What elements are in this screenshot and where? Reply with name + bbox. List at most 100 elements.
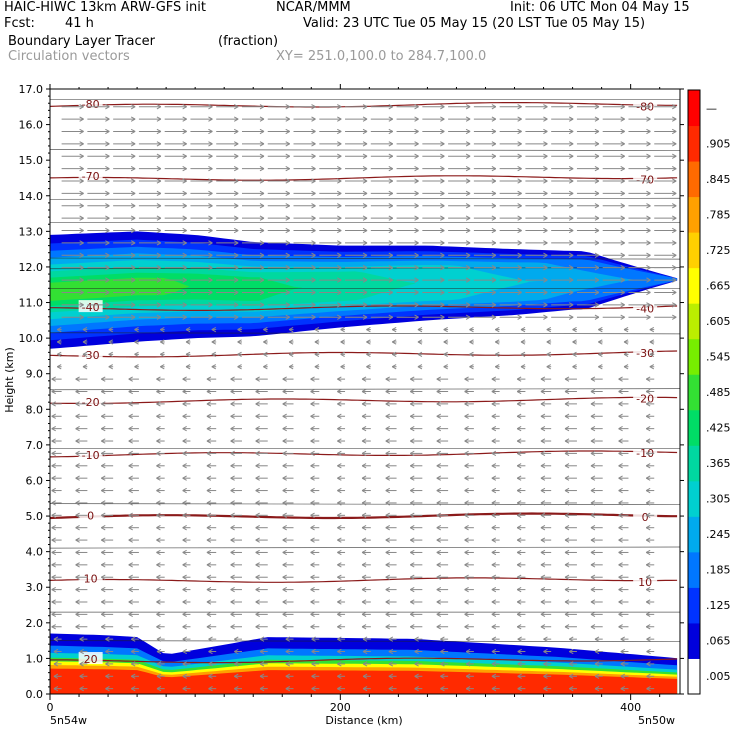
- circulation-vector-head: [182, 450, 187, 457]
- circulation-vector-head: [311, 141, 316, 147]
- circulation-vector-head: [311, 240, 316, 246]
- circulation-vector-head: [311, 190, 316, 197]
- colorbar-swatch: [688, 303, 700, 340]
- circulation-vector-head: [465, 661, 471, 667]
- circulation-vector-head: [51, 512, 56, 518]
- circulation-vector-head: [385, 388, 390, 395]
- circulation-vector-head: [671, 277, 677, 283]
- circulation-vector-head: [546, 326, 552, 333]
- isotherm--70: [49, 175, 678, 181]
- circulation-vector-head: [310, 611, 315, 618]
- circulation-vector-head: [156, 500, 161, 506]
- circulation-vector-head: [208, 104, 213, 110]
- circulation-vector-head: [285, 289, 290, 296]
- circulation-vector-head: [337, 128, 342, 135]
- circulation-vector-head: [618, 624, 623, 630]
- circulation-vector-head: [671, 128, 677, 135]
- circulation-vector-head: [564, 487, 570, 494]
- circulation-vector-head: [388, 252, 394, 258]
- circulation-vector-head: [491, 636, 497, 642]
- circulation-vector-head: [337, 426, 342, 432]
- circulation-vector-head: [206, 401, 212, 407]
- circulation-vector-head: [230, 525, 235, 531]
- colorbar-swatch: [688, 338, 700, 375]
- circulation-vector-head: [310, 525, 315, 531]
- circulation-vector-head: [156, 314, 162, 320]
- circulation-vector-head: [156, 586, 161, 593]
- colorbar-swatch: [688, 658, 700, 695]
- circulation-vector-head: [128, 438, 133, 444]
- circulation-vector-head: [491, 500, 497, 506]
- circulation-vector-head: [564, 525, 570, 531]
- isotherm-label--10: -10: [82, 449, 100, 462]
- colorbar-swatch: [688, 516, 700, 553]
- circulation-vector-head: [156, 165, 162, 172]
- circulation-vector-head: [182, 549, 187, 556]
- circulation-vector-head: [464, 586, 469, 593]
- circulation-vector-head: [361, 413, 367, 419]
- circulation-vector-head: [185, 326, 191, 333]
- circulation-vector-head: [517, 265, 522, 271]
- circulation-vector-head: [311, 673, 316, 679]
- circulation-vector-head: [410, 426, 415, 432]
- circulation-vector-head: [233, 215, 239, 221]
- circulation-vector-head: [645, 512, 651, 518]
- circulation-vector-head: [75, 525, 80, 531]
- circulation-vector-head: [259, 153, 265, 159]
- circulation-vector-head: [51, 562, 56, 568]
- circulation-vector-head: [51, 450, 56, 457]
- circulation-vector-head: [259, 661, 265, 667]
- circulation-vector-head: [362, 153, 368, 159]
- circulation-vector-head: [337, 215, 342, 221]
- circulation-vector-head: [618, 413, 623, 419]
- circulation-vector-head: [436, 549, 442, 556]
- circulation-vector-head: [440, 636, 445, 642]
- circulation-vector-head: [263, 364, 268, 370]
- circulation-vector-head: [233, 141, 239, 147]
- circulation-vector-head: [51, 376, 56, 382]
- circulation-vector-head: [337, 463, 342, 469]
- circulation-vector-head: [465, 215, 471, 221]
- circulation-vector-head: [568, 302, 574, 308]
- isotherm-layer: -80 -80-70 -70-40 -40-30 -30-20 -20-10 -100 010…: [49, 96, 681, 666]
- circulation-vector-head: [469, 339, 474, 345]
- circulation-vector-head: [646, 302, 651, 308]
- circulation-vector-head: [75, 463, 80, 469]
- circulation-vector-head: [156, 624, 161, 630]
- circulation-vector-head: [101, 599, 106, 605]
- y-tick-label: 0.0: [26, 688, 44, 701]
- circulation-vector-head: [337, 487, 342, 494]
- circulation-vector-head: [594, 203, 600, 209]
- circulation-vector-head: [53, 648, 59, 655]
- circulation-vector-head: [105, 227, 110, 234]
- circulation-vector-head: [469, 364, 474, 370]
- circulation-vector-head: [51, 388, 56, 395]
- circulation-vector-head: [465, 104, 471, 110]
- circulation-vector-head: [568, 289, 574, 296]
- circulation-vector-head: [105, 636, 110, 642]
- circulation-vector-head: [464, 376, 469, 382]
- circulation-vector-head: [645, 475, 651, 481]
- circulation-vector-head: [233, 116, 239, 122]
- field-name: Boundary Layer Tracer: [8, 34, 155, 49]
- circulation-vector-head: [645, 624, 651, 630]
- x-start-label: 5n54w: [50, 714, 87, 727]
- circulation-vector-head: [598, 326, 603, 333]
- circulation-vector-head: [436, 562, 442, 568]
- circulation-vector-head: [517, 104, 522, 110]
- circulation-vector-head: [464, 599, 469, 605]
- circulation-vector-head: [311, 215, 316, 221]
- colorbar-swatch: [688, 90, 700, 127]
- circulation-vector-head: [208, 178, 213, 184]
- circulation-vector-head: [410, 413, 415, 419]
- circulation-vector-head: [337, 401, 342, 407]
- circulation-vector-head: [361, 586, 367, 593]
- circulation-vector-head: [464, 487, 469, 494]
- circulation-vector-head: [51, 525, 56, 531]
- circulation-vector-head: [388, 153, 394, 159]
- circulation-vector-head: [464, 413, 469, 419]
- circulation-vector-head: [337, 252, 342, 258]
- circulation-vector-head: [671, 252, 677, 258]
- circulation-vector-head: [543, 686, 548, 692]
- circulation-vector-head: [543, 116, 548, 122]
